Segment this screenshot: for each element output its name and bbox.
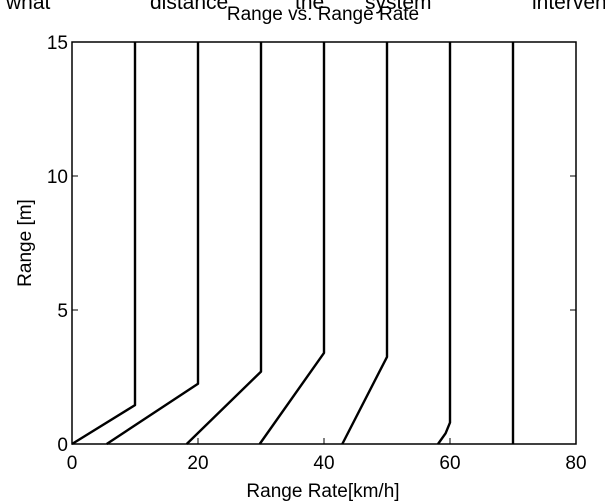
y-tick-label: 15 [47,33,68,54]
x-tick-label: 20 [187,453,208,474]
y-tick-label: 5 [57,301,68,322]
x-axis-label: Range Rate[km/h] [246,481,399,501]
data-series [71,42,515,446]
surrounding-text-word: system [365,0,432,14]
surrounding-text-word: what [6,0,51,14]
x-tick-label: 80 [565,453,586,474]
series-line [437,42,452,445]
series-line [106,42,200,446]
x-tick-label: 60 [439,453,460,474]
surrounding-text-word: the [295,0,325,14]
y-axis-label: Range [m] [15,199,36,287]
surrounding-text-word: interven [532,0,605,14]
chart-title: Range vs. Range Rate [227,4,419,25]
series-line [185,42,263,445]
series-line [71,42,137,446]
x-tick-label: 0 [67,453,78,474]
x-tick-label: 40 [313,453,334,474]
y-tick-label: 0 [57,435,68,456]
surrounding-text-word: distance [150,0,229,14]
series-line [341,42,389,445]
series-line [258,42,326,445]
y-tick-label: 10 [47,167,68,188]
axis-ticks: 0 20 40 60 80 0 5 10 15 [47,33,587,474]
